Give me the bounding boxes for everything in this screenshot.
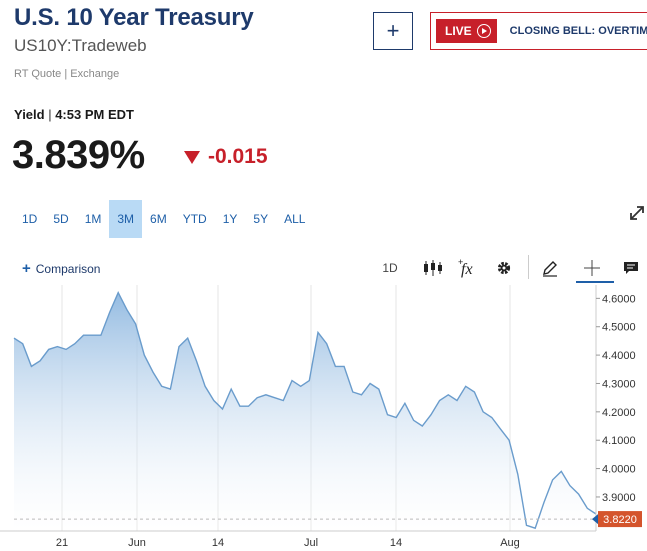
range-1y[interactable]: 1Y [222,212,238,226]
y-tick-label: 4.3000 [602,378,636,390]
separator: | [44,107,56,122]
area-fill [14,292,596,531]
expand-icon[interactable] [628,204,646,222]
page-title: U.S. 10 Year Treasury [14,4,254,31]
comment-icon[interactable] [622,256,640,280]
y-tick-label: 4.6000 [602,293,636,305]
y-tick-label: 4.1000 [602,435,636,447]
last-price-marker: 3.8220 [592,511,642,528]
x-tick-label: Jul [304,537,318,549]
price-chart[interactable]: 3.9000 4.0000 4.1000 4.2000 4.3000 4.4000 4.50… [0,285,647,551]
crosshair-active-indicator [576,281,614,283]
quote-time: 4:53 PM EDT [55,107,134,122]
crosshair-icon[interactable] [582,256,602,280]
play-icon [476,24,491,38]
y-tick-label: 3.9000 [602,492,636,504]
x-tick-label: Aug [500,537,520,549]
yield-label: Yield [14,107,45,122]
chart-toolbar: + Comparison 1D fx + [0,253,647,283]
last-price: 3.839% [12,133,145,177]
candlestick-icon[interactable] [422,256,444,280]
rt-quote-label: RT Quote | Exchange [14,68,120,80]
function-icon[interactable]: fx + [458,256,480,280]
svg-text:fx: fx [461,261,473,278]
toolbar-divider [528,255,529,279]
range-6m[interactable]: 6M [150,212,167,226]
y-tick-label: 4.5000 [602,322,636,334]
range-3m[interactable]: 3M [109,200,143,238]
live-show-label: CLOSING BELL: OVERTIME [509,25,647,37]
x-tick-label: 14 [390,537,402,549]
live-badge: LIVE [436,19,497,43]
live-tv-banner[interactable]: LIVE CLOSING BELL: OVERTIME [430,12,647,50]
range-all[interactable]: ALL [284,212,306,226]
x-tick-label: 21 [56,537,68,549]
y-tick-label: 4.2000 [602,407,636,419]
range-1m[interactable]: 1M [84,212,102,226]
comparison-label: Comparison [35,261,101,276]
add-to-watchlist-button[interactable]: + [373,12,413,50]
last-price-tag-label: 3.8220 [603,514,637,526]
plus-icon: + [22,260,31,277]
price-change: -0.015 [184,145,268,169]
y-axis: 3.9000 4.0000 4.1000 4.2000 4.3000 4.4000 4.50… [595,285,636,531]
interval-button[interactable]: 1D [382,261,398,275]
price-change-value: -0.015 [208,145,268,168]
y-tick-label: 4.4000 [602,350,636,362]
yield-time-row: Yield | 4:53 PM EDT [14,107,134,122]
comparison-button[interactable]: + Comparison [22,260,100,277]
down-arrow-icon [184,150,200,164]
live-label: LIVE [445,24,472,38]
x-axis: 21 Jun 14 Jul 14 Aug [0,530,596,549]
time-range-selector: 1D 5D 1M 3M 6M YTD 1Y 5Y ALL [14,200,313,238]
range-ytd[interactable]: YTD [182,212,207,226]
price-chart-svg: 3.9000 4.0000 4.1000 4.2000 4.3000 4.4000 4.50… [0,285,642,549]
gear-icon[interactable] [495,256,513,280]
symbol-label: US10Y:Tradeweb [14,36,147,55]
x-tick-label: Jun [128,537,146,549]
area-series [13,291,597,531]
y-tick-label: 4.0000 [602,464,636,476]
range-5y[interactable]: 5Y [253,212,269,226]
range-5d[interactable]: 5D [53,212,69,226]
series-line [13,291,597,530]
range-1d[interactable]: 1D [22,212,38,226]
x-tick-label: 14 [212,537,224,549]
svg-text:+: + [458,258,463,267]
pencil-icon[interactable] [540,256,560,280]
last-price-tag [598,511,642,528]
